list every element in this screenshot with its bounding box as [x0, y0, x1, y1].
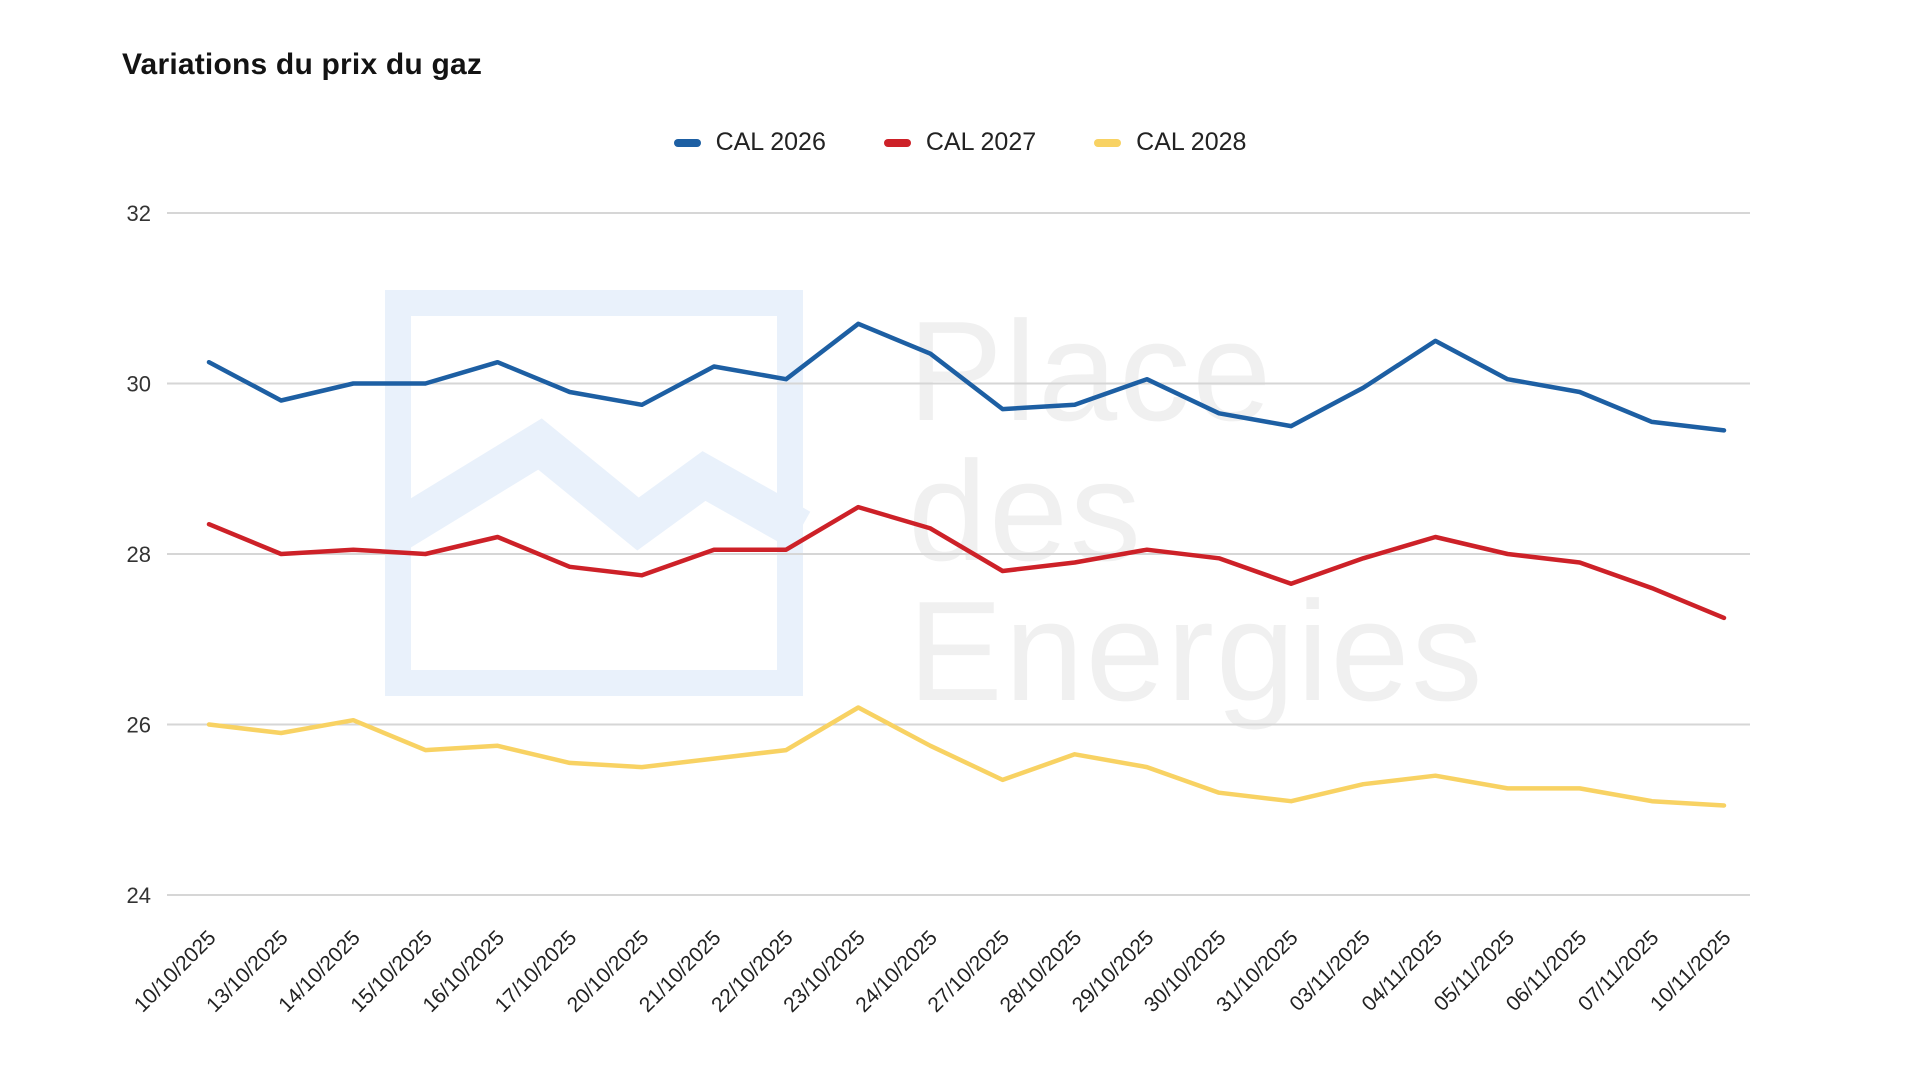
y-axis-tick-label: 30 [127, 372, 151, 397]
series-line-cal-2028 [206, 705, 1727, 808]
watermark-text: Place [908, 292, 1273, 451]
watermark-text: des [908, 432, 1143, 591]
y-axis-tick-label: 24 [127, 883, 151, 908]
series-line-cal-2027 [206, 504, 1727, 621]
legend-label: CAL 2027 [925, 128, 1037, 156]
y-axis-tick-label: 28 [127, 542, 151, 567]
legend-item-cal-2026: CAL 2026 [673, 128, 826, 157]
watermark-text: Energies [908, 572, 1484, 731]
y-axis-tick-label: 26 [127, 713, 151, 738]
chart-title: Variations du prix du gaz [122, 48, 483, 81]
legend-swatch-icon [883, 138, 911, 147]
legend-swatch-icon [1094, 138, 1122, 147]
legend-label: CAL 2026 [715, 128, 826, 156]
chart-legend: CAL 2026 CAL 2027 CAL 2028 [0, 128, 1920, 157]
legend-label: CAL 2028 [1136, 128, 1247, 156]
series-line-cal-2026 [206, 321, 1727, 433]
watermark-logo-square [385, 290, 803, 696]
legend-item-cal-2027: CAL 2027 [883, 128, 1037, 157]
legend-item-cal-2028: CAL 2028 [1094, 128, 1246, 157]
y-axis-tick-label: 32 [127, 201, 151, 226]
watermark-logo-zigzag-icon [385, 418, 811, 551]
legend-swatch-icon [673, 138, 701, 147]
